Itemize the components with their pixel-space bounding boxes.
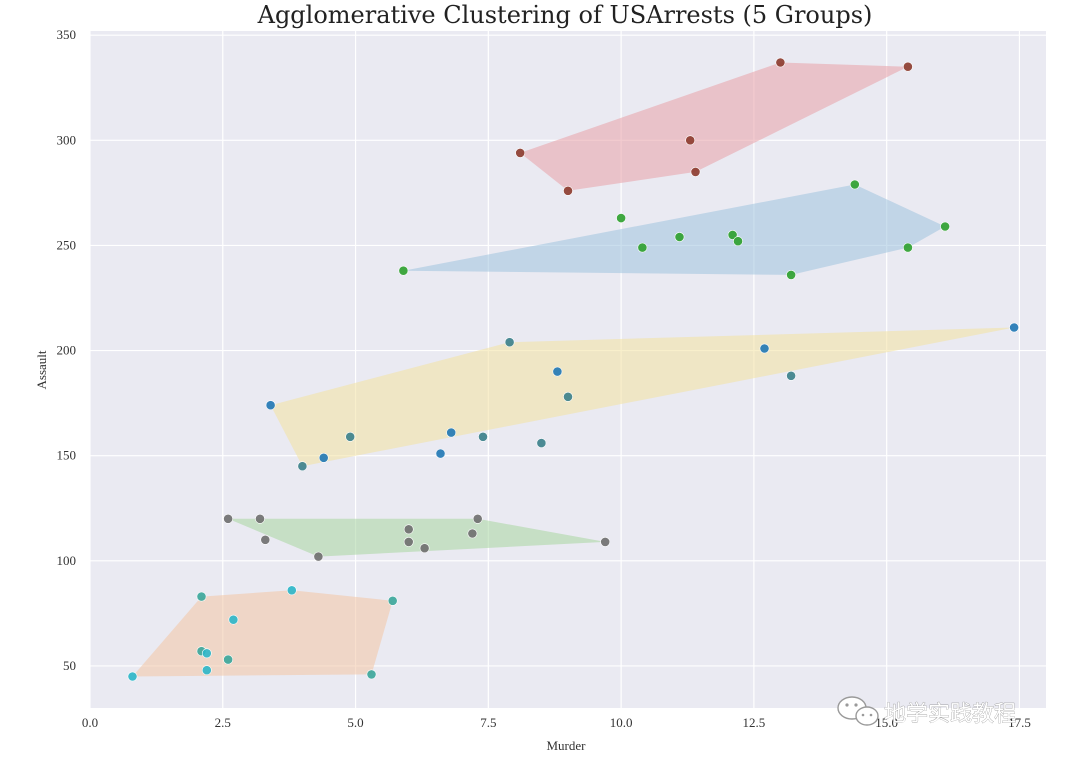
data-point xyxy=(478,431,488,442)
x-tick-label: 12.5 xyxy=(743,715,766,730)
data-point xyxy=(228,614,239,625)
y-tick-label: 50 xyxy=(63,658,76,673)
data-point xyxy=(313,551,324,562)
data-point xyxy=(127,671,138,682)
data-point xyxy=(260,534,271,545)
data-point xyxy=(366,669,377,680)
data-point xyxy=(637,242,648,253)
data-point xyxy=(297,461,308,472)
data-point xyxy=(616,213,626,223)
data-point xyxy=(318,452,329,463)
data-point xyxy=(201,648,212,659)
data-point xyxy=(265,400,276,411)
data-point xyxy=(255,513,265,524)
y-tick-label: 200 xyxy=(57,343,77,358)
y-axis-ticks: 50 100 150 200 250 300 350 xyxy=(57,27,77,673)
data-point xyxy=(685,135,696,146)
data-point xyxy=(786,269,796,280)
data-point xyxy=(504,337,515,348)
x-axis-label: Murder xyxy=(547,738,587,753)
data-point xyxy=(223,654,233,665)
cluster-hull-3 xyxy=(270,327,1015,467)
cluster-hulls xyxy=(132,62,1015,677)
data-point xyxy=(515,147,526,158)
data-point xyxy=(600,537,611,547)
cluster-hull-4 xyxy=(228,518,606,557)
wechat-icon xyxy=(837,696,879,726)
data-points xyxy=(127,57,1019,682)
data-point xyxy=(286,585,297,596)
cluster-hull-5 xyxy=(132,590,393,677)
data-point xyxy=(223,513,233,524)
chart-title: Agglomerative Clustering of USArrests (5… xyxy=(257,1,873,29)
x-axis-ticks: 0.0 2.5 5.0 7.5 10.0 12.5 15.0 17.5 xyxy=(82,715,1031,730)
data-point xyxy=(733,236,743,247)
y-tick-label: 350 xyxy=(57,27,77,42)
data-point xyxy=(446,427,457,438)
data-point xyxy=(759,343,770,354)
data-point xyxy=(403,537,414,547)
y-tick-label: 150 xyxy=(57,448,77,463)
y-tick-label: 100 xyxy=(57,553,77,568)
x-tick-label: 2.5 xyxy=(215,715,231,730)
data-point xyxy=(786,370,796,381)
data-point xyxy=(903,242,913,253)
watermark-text: 地学实践教程 xyxy=(884,702,1016,727)
x-tick-label: 10.0 xyxy=(610,715,633,730)
data-point xyxy=(727,229,738,240)
data-point xyxy=(674,232,685,242)
x-tick-label: 5.0 xyxy=(347,715,363,730)
x-tick-label: 15.0 xyxy=(875,715,898,730)
data-point xyxy=(1009,322,1019,333)
data-point xyxy=(690,166,701,177)
data-point xyxy=(435,448,446,459)
data-point xyxy=(563,391,573,402)
data-point xyxy=(467,528,478,539)
data-point xyxy=(201,665,212,676)
data-point xyxy=(196,591,207,602)
y-tick-label: 250 xyxy=(57,237,77,252)
x-tick-label: 17.5 xyxy=(1008,715,1031,730)
watermark: 地学实践教程 xyxy=(837,696,1016,727)
data-point xyxy=(775,57,786,68)
cluster-hull-2 xyxy=(403,184,946,275)
data-point xyxy=(536,438,547,448)
cluster-hull-1 xyxy=(520,62,908,191)
x-tick-label: 7.5 xyxy=(480,715,496,730)
x-tick-label: 0.0 xyxy=(82,715,98,730)
data-point xyxy=(345,431,356,442)
data-point xyxy=(903,61,913,72)
data-point xyxy=(940,221,950,232)
data-point xyxy=(849,179,860,190)
data-point xyxy=(472,513,483,524)
data-point xyxy=(552,366,563,377)
data-point xyxy=(419,543,430,554)
data-point xyxy=(398,265,409,276)
data-point xyxy=(403,524,414,535)
data-point xyxy=(387,595,398,606)
data-point xyxy=(563,185,573,196)
y-tick-label: 300 xyxy=(57,132,77,147)
y-axis-label: Assault xyxy=(34,350,49,389)
